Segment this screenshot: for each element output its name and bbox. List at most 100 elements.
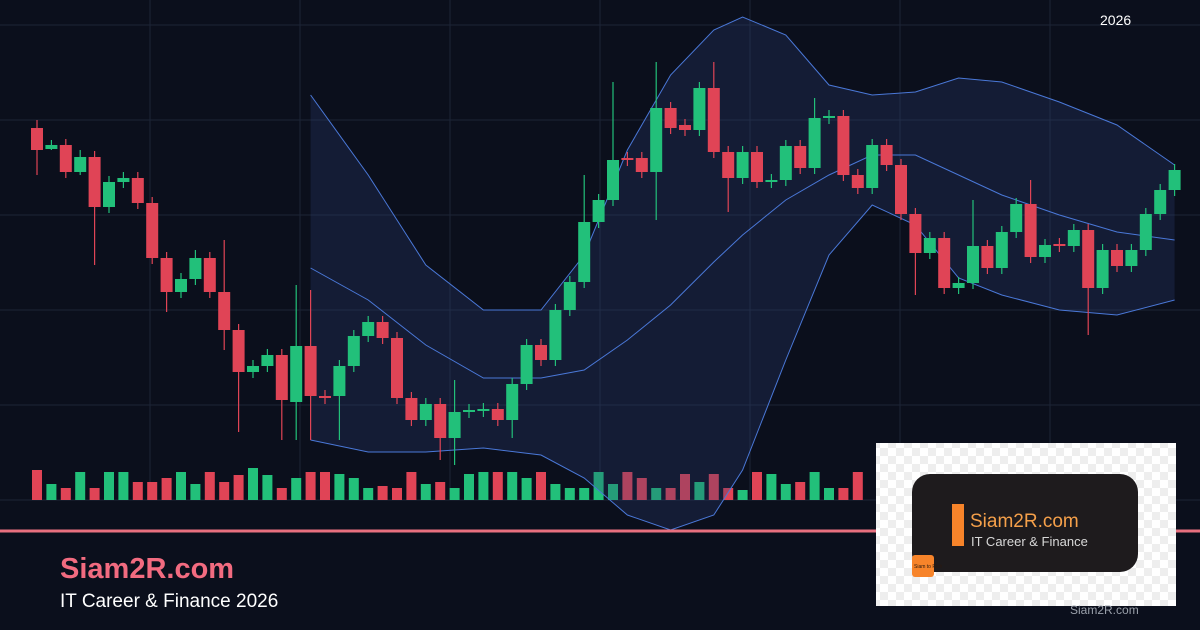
- volume-bar: [593, 472, 604, 500]
- candle-body: [74, 157, 87, 172]
- candle-body: [1168, 170, 1181, 190]
- volume-bar: [420, 484, 431, 500]
- volume-bar: [104, 472, 114, 500]
- candle-body: [1024, 204, 1037, 257]
- candle-body: [131, 178, 144, 203]
- volume-bar: [651, 488, 662, 500]
- volume-bar: [579, 488, 590, 500]
- volume-bar: [147, 482, 158, 500]
- candle-body: [707, 88, 720, 152]
- candle-body: [535, 345, 547, 360]
- candle-body: [232, 330, 245, 372]
- candle-body: [491, 409, 504, 420]
- band-fill: [310, 17, 1175, 530]
- candle-body: [218, 292, 231, 330]
- candle-body: [563, 282, 576, 310]
- candle-body: [808, 118, 821, 168]
- candle-body: [779, 146, 792, 180]
- candle-body: [45, 145, 58, 149]
- volume-bar: [363, 488, 374, 500]
- logo-bar: [952, 504, 964, 546]
- candle-body: [664, 108, 677, 128]
- volume-bar: [780, 484, 791, 500]
- candle-body: [1111, 250, 1123, 266]
- candle-body: [621, 158, 634, 160]
- candle-body: [189, 258, 202, 279]
- volume-bar: [665, 488, 676, 500]
- volume-bar: [262, 475, 273, 500]
- logo-subtitle: IT Career & Finance: [971, 534, 1088, 549]
- candle-body: [1125, 250, 1138, 266]
- band-middle: [310, 154, 1175, 379]
- candle-body: [751, 152, 763, 182]
- candle-body: [592, 200, 605, 222]
- volume-bar: [219, 482, 230, 500]
- candle-body: [88, 157, 101, 207]
- candle-body: [1082, 230, 1095, 288]
- candle-body: [851, 175, 864, 188]
- candle-body: [981, 246, 994, 268]
- volume-bar: [564, 488, 575, 500]
- candle-body: [952, 283, 965, 288]
- brand-title: Siam2R.com: [60, 553, 234, 585]
- candle-body: [117, 178, 130, 182]
- candle-body: [146, 203, 159, 258]
- brand-subtitle: IT Career & Finance 2026: [60, 591, 278, 612]
- candle-body: [650, 108, 663, 172]
- band-lower: [310, 204, 1175, 531]
- volume-bar: [824, 488, 834, 500]
- candle-body: [1139, 214, 1152, 250]
- candle-body: [693, 88, 706, 130]
- candle-body: [405, 398, 418, 420]
- candle-body: [1067, 230, 1080, 246]
- volume-bar: [521, 478, 532, 500]
- candle-body: [304, 346, 317, 396]
- candle-body: [880, 145, 893, 165]
- volume-bar: [622, 472, 633, 500]
- logo-panel: Siam2R.com IT Career & Finance Siam to R…: [876, 443, 1176, 606]
- candle-body: [175, 279, 187, 292]
- candle-body: [448, 412, 461, 438]
- candle-body: [794, 146, 807, 168]
- candle-body: [391, 338, 403, 398]
- candle-body: [923, 238, 936, 253]
- candle-body: [909, 214, 922, 253]
- volume-bar: [536, 472, 546, 500]
- candle-body: [203, 258, 216, 292]
- candle-body: [765, 180, 778, 182]
- candle-body: [1010, 204, 1023, 232]
- volume-bar: [795, 482, 806, 500]
- volume-bar: [233, 475, 244, 500]
- volume-bar: [766, 474, 777, 500]
- volume-bar: [204, 472, 215, 500]
- candle-body: [247, 366, 259, 372]
- volume-bar: [492, 472, 503, 500]
- volume-bar: [507, 472, 518, 500]
- volume-bar: [132, 482, 143, 500]
- volume-bar: [291, 478, 302, 500]
- volume-bar: [464, 474, 474, 500]
- candle-body: [520, 345, 533, 384]
- volume-bar: [435, 482, 446, 500]
- candle-body: [506, 384, 519, 420]
- volume-bar: [449, 488, 460, 500]
- volume-bar: [852, 472, 863, 500]
- candle-body: [319, 396, 331, 398]
- volume-bar: [348, 478, 359, 500]
- volume-bar: [60, 488, 71, 500]
- logo-card: [912, 474, 1138, 572]
- logo-icon: [912, 555, 934, 577]
- candle-body: [463, 410, 475, 412]
- volume-bar: [32, 470, 42, 500]
- volume-bar: [276, 488, 287, 500]
- volume-bar: [680, 474, 690, 500]
- volume-bar: [608, 484, 618, 500]
- candle-body: [679, 125, 691, 130]
- candle-body: [376, 322, 389, 338]
- candle-body: [103, 182, 115, 207]
- candle-body: [362, 322, 375, 336]
- volume-bar: [737, 490, 748, 500]
- candle-body: [160, 258, 173, 292]
- candle-body: [823, 116, 835, 118]
